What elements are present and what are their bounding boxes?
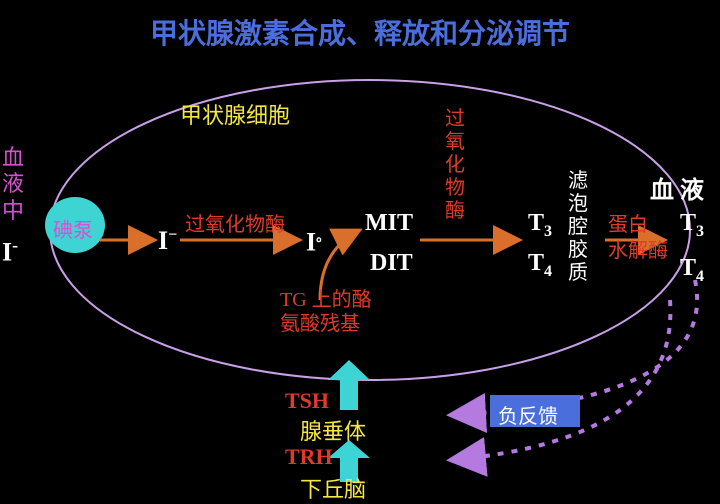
dit-label: DIT bbox=[370, 250, 413, 277]
protein-hydrolase-label: 蛋白 水解酶 bbox=[608, 212, 668, 264]
iodine-pump-label: 碘泵 bbox=[53, 214, 93, 243]
thyroid-cell-label: 甲状腺细胞 bbox=[180, 98, 290, 130]
t3-inside: T3 bbox=[528, 210, 552, 241]
i-inside: I− bbox=[158, 226, 177, 256]
page-title: 甲状腺激素合成、释放和分泌调节 bbox=[0, 12, 720, 52]
mit-label: MIT bbox=[365, 210, 413, 237]
t4-inside: T4 bbox=[528, 250, 552, 281]
trh-label: TRH bbox=[285, 444, 333, 470]
i-radical: I。 bbox=[306, 226, 330, 258]
i-outside: I- bbox=[2, 235, 18, 268]
colloid-label: 滤 泡 腔 胶 质 bbox=[568, 170, 590, 285]
hypothalamus-label: 下丘脑 bbox=[300, 472, 366, 504]
feedback-curve-2 bbox=[450, 300, 670, 460]
peroxidase-vertical-label: 过 氧 化 物 酶 bbox=[445, 108, 467, 223]
neg-feedback-label: 负反馈 bbox=[498, 400, 558, 429]
t4-outside: T4 bbox=[680, 255, 704, 286]
t3-outside: T3 bbox=[680, 210, 704, 241]
feedback-curve-1 bbox=[450, 280, 697, 415]
peroxidase-label: 过氧化物酶 bbox=[185, 208, 285, 237]
tg-residue-label: TG 上的酪 氨酸残基 bbox=[280, 288, 372, 336]
blood-right-label: 血 液 bbox=[650, 170, 704, 205]
pituitary-label: 腺垂体 bbox=[300, 414, 366, 446]
tsh-label: TSH bbox=[285, 388, 329, 414]
arrow-pituitary-up bbox=[328, 360, 370, 410]
blood-left-label: 血 液 中 bbox=[2, 145, 26, 224]
